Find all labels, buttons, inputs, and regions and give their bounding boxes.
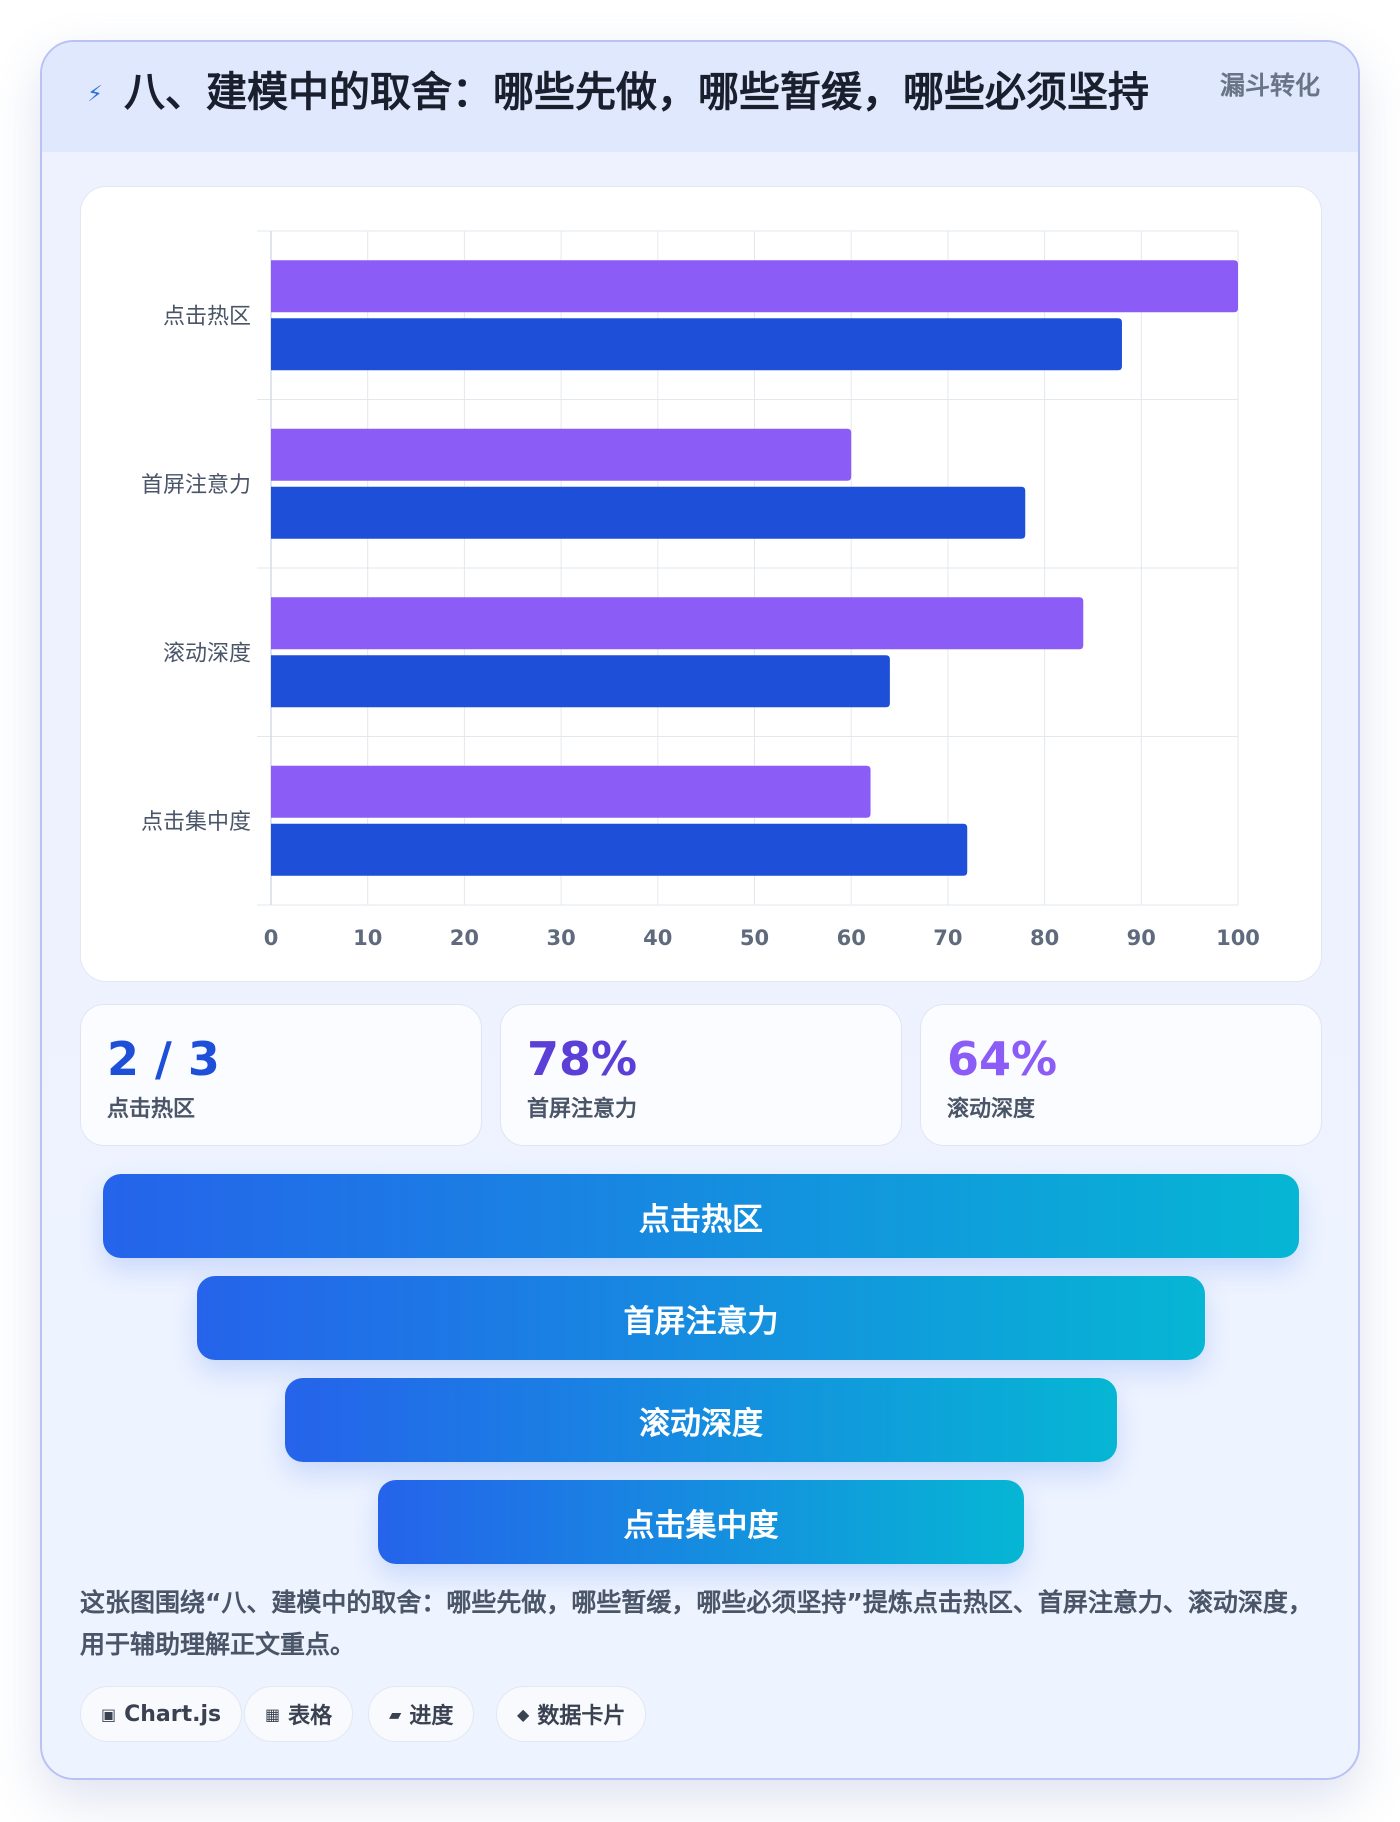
chart-icon: ▣ — [101, 1704, 117, 1724]
chip-label: Chart.js — [124, 1701, 222, 1727]
bar — [271, 260, 1238, 313]
x-tick-label: 70 — [933, 926, 962, 950]
bar — [271, 823, 968, 876]
bar — [271, 597, 1084, 650]
bar — [271, 428, 852, 481]
stat-card: 78% 首屏注意力 — [500, 1004, 902, 1146]
table-icon: ▦ — [265, 1704, 281, 1724]
x-tick-label: 100 — [1216, 926, 1260, 950]
funnel-stage: 点击热区 — [103, 1174, 1299, 1258]
funnel-stage: 首屏注意力 — [197, 1276, 1205, 1360]
chip-label: 表格 — [288, 1704, 333, 1729]
stat-card: 2 / 3 点击热区 — [80, 1004, 482, 1146]
header-tag: 漏斗转化 — [1219, 71, 1320, 100]
chip-label: 进度 — [409, 1704, 454, 1729]
lightning-icon: ⚡ — [87, 82, 103, 107]
x-tick-label: 60 — [837, 926, 866, 950]
progress-icon: ▰ — [389, 1704, 402, 1724]
category-label: 首屏注意力 — [141, 473, 251, 498]
x-tick-label: 30 — [546, 926, 575, 950]
x-tick-label: 90 — [1127, 926, 1156, 950]
category-label: 点击热区 — [163, 304, 251, 329]
x-tick-label: 80 — [1030, 926, 1059, 950]
bar — [271, 318, 1122, 371]
category-label: 滚动深度 — [163, 641, 251, 666]
stat-label: 首屏注意力 — [527, 1097, 638, 1122]
chip-table[interactable]: ▦ 表格 — [244, 1686, 354, 1742]
x-tick-label: 20 — [450, 926, 479, 950]
stat-value: 64% — [947, 1032, 1058, 1086]
x-tick-label: 10 — [353, 926, 382, 950]
stat-label: 滚动深度 — [947, 1097, 1036, 1122]
category-label: 点击集中度 — [141, 810, 251, 835]
chart-panel: 点击热区首屏注意力滚动深度点击集中度 0 10 20 30 40 50 60 70 80 90 100 — [80, 186, 1322, 982]
chip-chartjs[interactable]: ▣ Chart.js — [80, 1686, 243, 1742]
chart-summary: 这张图围绕“八、建模中的取舍：哪些先做，哪些暂缓，哪些必须坚持”提炼点击热区、首… — [80, 1588, 1313, 1659]
report-card: ⚡ 八、建模中的取舍：哪些先做，哪些暂缓，哪些必须坚持 漏斗转化 点击热区首屏注… — [40, 40, 1360, 1780]
chip-label: 数据卡片 — [537, 1704, 626, 1729]
stat-card: 64% 滚动深度 — [920, 1004, 1322, 1146]
bar — [271, 486, 1026, 539]
stat-label: 点击热区 — [107, 1097, 196, 1122]
chip-data-card[interactable]: ◆ 数据卡片 — [496, 1686, 647, 1742]
data-card-icon: ◆ — [517, 1704, 530, 1724]
stat-value: 78% — [527, 1032, 638, 1086]
x-tick-label: 50 — [740, 926, 769, 950]
page-title: 八、建模中的取舍：哪些先做，哪些暂缓，哪些必须坚持 — [124, 68, 1149, 116]
bar — [271, 655, 890, 708]
x-tick-label: 0 — [264, 926, 279, 950]
bar — [271, 765, 871, 818]
funnel-stage: 点击集中度 — [378, 1480, 1024, 1564]
chip-progress[interactable]: ▰ 进度 — [368, 1686, 475, 1742]
stat-value: 2 / 3 — [107, 1032, 220, 1086]
x-tick-label: 40 — [643, 926, 672, 950]
funnel-stage: 滚动深度 — [285, 1378, 1117, 1462]
stat-cards: 2 / 3 点击热区 78% 首屏注意力 64% 滚动深度 — [80, 1004, 1322, 1148]
card-header: ⚡ 八、建模中的取舍：哪些先做，哪些暂缓，哪些必须坚持 漏斗转化 — [42, 42, 1358, 152]
